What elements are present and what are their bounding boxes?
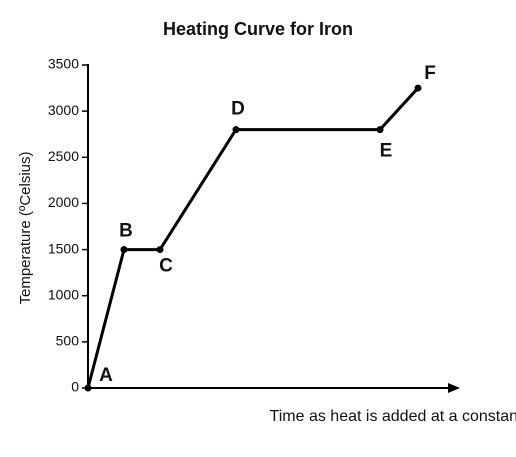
y-tick-label: 1500 (48, 240, 79, 256)
y-tick-label: 2500 (48, 148, 79, 164)
curve (86, 87, 420, 389)
chart-title: Heating Curve for Iron (163, 19, 353, 39)
y-tick-label: 3000 (48, 102, 79, 118)
point-label: D (231, 99, 245, 120)
y-tick-label: 0 (71, 379, 79, 395)
y-tick-label: 1000 (48, 286, 79, 302)
point-label: C (159, 256, 173, 277)
y-axis-label: Temperature (ºCelsius) (17, 151, 34, 304)
point (376, 126, 384, 134)
y-tick-label: 2000 (48, 194, 79, 210)
point-label: F (424, 63, 436, 84)
y-tick-label: 3500 (48, 56, 79, 72)
point (156, 246, 164, 254)
point (84, 384, 92, 392)
x-axis-label: Time as heat is added at a constant rate (270, 408, 516, 425)
point-label: E (380, 141, 393, 162)
point-label: A (99, 365, 113, 386)
point-label: B (119, 221, 133, 242)
point (120, 246, 128, 254)
y-tick-label: 500 (56, 333, 80, 349)
point (414, 84, 422, 92)
point (232, 126, 240, 134)
